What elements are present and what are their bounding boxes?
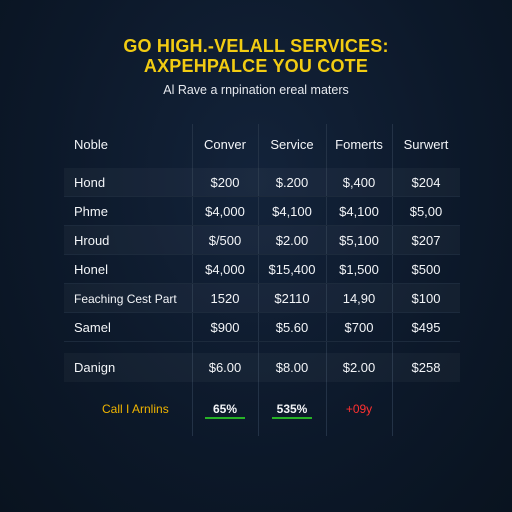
table-cell: $200 [210, 175, 240, 190]
table-cell: $100 [411, 291, 441, 306]
table-row: Samel $900 $5.60 $700 $495 [64, 313, 460, 342]
table-cell: 14,90 [342, 291, 376, 306]
table-cell: $700 [344, 320, 374, 335]
row-label: Samel [74, 320, 111, 335]
row-label: Honel [74, 262, 108, 277]
table-cell: $.200 [275, 175, 309, 190]
column-header-fomerts: Fomerts [335, 136, 383, 152]
page-header: GO HIGH.-VELALL SERVICES: AXPEHPALCE YOU… [0, 36, 512, 97]
table-cell: $4,100 [339, 204, 379, 219]
table-cell: $,400 [342, 175, 376, 190]
table-cell: $207 [411, 233, 441, 248]
table-cell: $4,000 [205, 204, 245, 219]
column-header-surwert: Surwert [403, 136, 449, 152]
table-cell: $5.60 [275, 320, 309, 335]
table-header-row: Noble Conver Service Fomerts Surwert [64, 124, 460, 164]
table-row: Feaching Cest Part 1520 $2110 14,90 $100 [64, 284, 460, 313]
table-cell: $4,000 [205, 262, 245, 277]
table-cell: $900 [210, 320, 240, 335]
table-cell: $6.00 [208, 360, 242, 375]
row-separator [64, 254, 460, 255]
table-cell: 1520 [210, 291, 240, 306]
column-divider [258, 124, 259, 436]
row-label: Hroud [74, 233, 110, 248]
table-cell: $/500 [208, 233, 242, 248]
column-divider [192, 124, 193, 436]
table-cell: $500 [411, 262, 441, 277]
row-separator [64, 283, 460, 284]
footer-value-positive: 65% [212, 401, 238, 416]
row-label: Feaching Cest Part [74, 291, 177, 306]
table-cell: $2110 [274, 291, 310, 306]
column-header-noble: Noble [74, 136, 108, 152]
table-cell: $15,400 [268, 262, 316, 277]
page-subtitle: Al Rave a rnpination ereal maters [163, 83, 349, 97]
table-cell: $495 [411, 320, 441, 335]
table-cell: $5,100 [339, 233, 379, 248]
footer-label: Call I Arnlins [102, 401, 169, 416]
page-title-line-1: GO HIGH.-VELALL SERVICES: [123, 36, 389, 56]
table-cell: $4,100 [272, 204, 312, 219]
column-divider [392, 124, 393, 436]
row-label: Hond [74, 175, 106, 190]
column-header-conver: Conver [204, 136, 246, 152]
row-separator [64, 196, 460, 197]
table-cell: $204 [411, 175, 441, 190]
table-cell: $2.00 [342, 360, 376, 375]
table-cell: $8.00 [275, 360, 309, 375]
row-separator [64, 225, 460, 226]
green-underline [205, 417, 245, 419]
table-row: Honel $4,000 $15,400 $1,500 $500 [64, 255, 460, 284]
page-title-line-2: AXPEHPALCE YOU COTE [143, 56, 369, 76]
table-footer-row: Call I Arnlins 65% 535% +09y [64, 394, 460, 423]
row-separator [64, 312, 460, 313]
table-row: Danign $6.00 $8.00 $2.00 $258 [64, 353, 460, 382]
table-cell: $2.00 [275, 233, 309, 248]
column-header-service: Service [270, 136, 314, 152]
row-label: Danign [74, 360, 116, 375]
footer-value-positive: 535% [276, 401, 308, 416]
table-cell: $5,00 [409, 204, 443, 219]
pricing-table: Noble Conver Service Fomerts Surwert Hon… [64, 124, 460, 436]
table-cell: $258 [411, 360, 441, 375]
table-row: Hroud $/500 $2.00 $5,100 $207 [64, 226, 460, 255]
table-row: Phme $4,000 $4,100 $4,100 $5,00 [64, 197, 460, 226]
table-cell: $1,500 [339, 262, 379, 277]
table-row: Hond $200 $.200 $,400 $204 [64, 168, 460, 197]
green-underline [272, 417, 312, 419]
row-label: Phme [74, 204, 108, 219]
footer-value-negative: +09y [345, 401, 373, 416]
column-divider [326, 124, 327, 436]
row-separator [64, 341, 460, 342]
